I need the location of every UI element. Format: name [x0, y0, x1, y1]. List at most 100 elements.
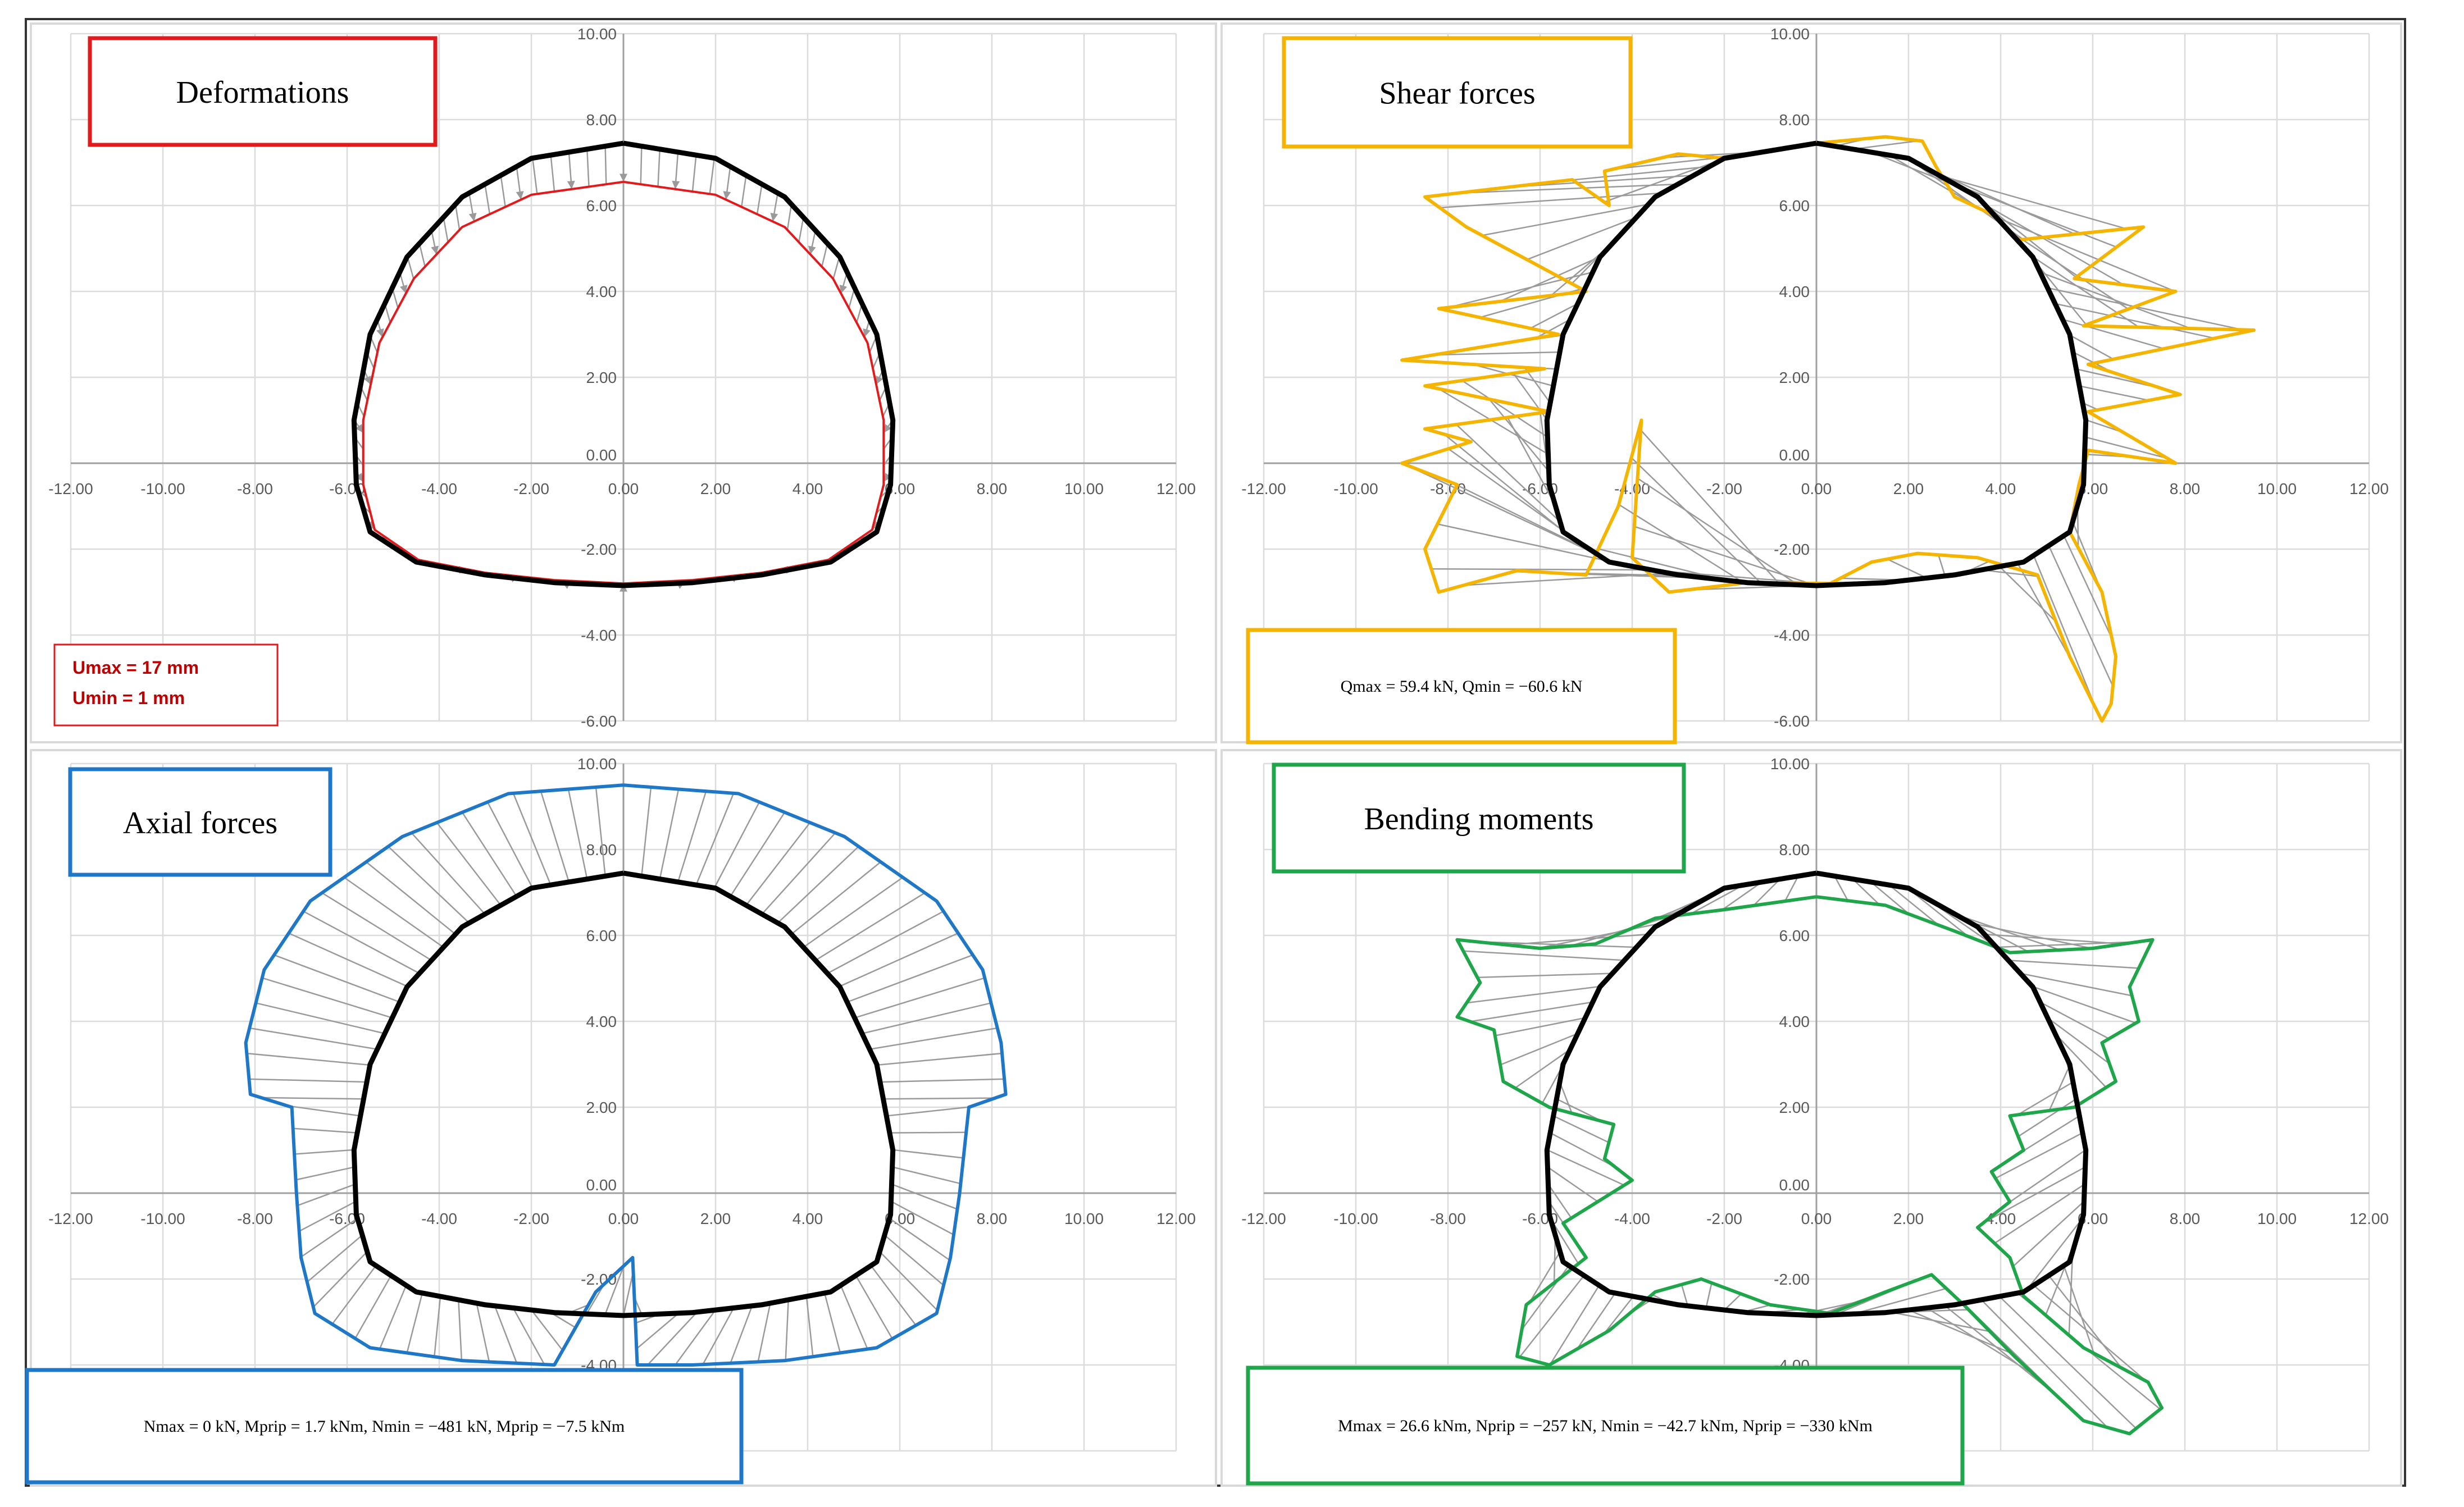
hatch-line — [622, 1271, 634, 1316]
x-tick-label: 10.00 — [2257, 480, 2297, 497]
y-tick-label: 2.00 — [586, 1099, 617, 1116]
hatch-line — [1888, 884, 1939, 926]
x-tick-label: 0.00 — [1801, 480, 1832, 497]
hatch-line — [247, 1052, 370, 1066]
hatch-line — [407, 256, 415, 280]
hatch-line — [500, 175, 506, 207]
hatch-line — [454, 204, 461, 230]
hatch-line — [343, 876, 444, 948]
hatch-line — [840, 1285, 868, 1350]
hatch-line — [1524, 367, 1551, 404]
hatch-line — [1984, 203, 2124, 286]
hatch-line — [730, 812, 786, 897]
hatch-line — [695, 793, 735, 885]
hatch-line — [2032, 255, 2139, 328]
deformation-arrow — [516, 191, 524, 200]
hatch-line — [297, 1183, 356, 1207]
y-tick-label: -2.00 — [581, 541, 617, 558]
y-tick-label: 6.00 — [1779, 197, 1810, 214]
hatch-line — [1753, 878, 1781, 906]
y-tick-label: 6.00 — [586, 927, 617, 944]
hatch-line — [855, 1275, 893, 1340]
hatch-line — [436, 822, 502, 906]
hatch-line — [869, 1027, 998, 1051]
deformation-arrow — [355, 473, 363, 482]
x-tick-label: -10.00 — [1333, 1210, 1378, 1227]
deformation-arrow — [808, 245, 816, 255]
x-tick-label: 12.00 — [1156, 1210, 1196, 1227]
hatch-line — [675, 1309, 716, 1366]
hatch-line — [1995, 1132, 2083, 1179]
title-box — [68, 767, 333, 877]
hatch-line — [741, 175, 747, 207]
hatch-line — [745, 822, 811, 906]
hatch-line — [886, 1106, 970, 1117]
hatch-line — [595, 787, 606, 876]
hatch-line — [321, 892, 432, 961]
x-tick-label: -10.00 — [1333, 480, 1378, 497]
hatch-line — [1482, 203, 1649, 236]
hatch-line — [2017, 1081, 2074, 1116]
lining-curve — [351, 140, 896, 588]
hatch-line — [870, 1265, 917, 1326]
y-tick-label: 8.00 — [1779, 841, 1810, 858]
hatch-line — [891, 1183, 958, 1210]
deformation-arrow — [468, 212, 477, 222]
hatch-line — [1999, 1296, 2137, 1430]
hatch-line — [1618, 504, 1743, 583]
lining-curve — [351, 870, 896, 1318]
hatch-line — [1999, 566, 2057, 623]
hatch-line — [713, 801, 760, 889]
hatch-line — [293, 1127, 358, 1134]
hatch-line — [854, 977, 985, 1019]
hatch-line — [677, 791, 707, 883]
hatch-line — [640, 146, 643, 185]
x-tick-label: 12.00 — [2349, 480, 2389, 497]
x-tick-label: -8.00 — [1430, 480, 1466, 497]
hatch-line — [1463, 950, 1625, 961]
y-tick-label: -2.00 — [1774, 541, 1810, 558]
hatch-line — [312, 1251, 368, 1308]
hatch-line — [461, 812, 517, 897]
hatch-line — [1458, 183, 1678, 194]
hatch-line — [1630, 457, 1762, 584]
y-tick-label: 4.00 — [1779, 1013, 1810, 1030]
hatch-line — [1887, 558, 1927, 579]
hatch-line — [1984, 933, 2123, 945]
hatch-line — [892, 1149, 964, 1159]
y-tick-label: 0.00 — [1779, 1176, 1810, 1194]
y-tick-label: 2.00 — [1779, 1099, 1810, 1116]
deformation-arrow — [620, 173, 627, 182]
x-tick-label: -2.00 — [513, 480, 549, 497]
hatch-line — [730, 1305, 753, 1364]
y-tick-label: 10.00 — [1770, 25, 1810, 43]
x-tick-label: -2.00 — [513, 1210, 549, 1227]
hatch-line — [1514, 1048, 1571, 1089]
x-tick-label: 2.00 — [1893, 480, 1924, 497]
y-tick-label: -2.00 — [1774, 1271, 1810, 1288]
deformation-arrow — [723, 191, 731, 200]
y-tick-label: 6.00 — [586, 197, 617, 214]
hatch-line — [540, 791, 570, 883]
hatch-line — [884, 1234, 944, 1286]
x-tick-label: 4.00 — [1985, 480, 2016, 497]
x-tick-label: 12.00 — [1156, 480, 1196, 497]
hatch-line — [512, 1307, 545, 1365]
hatch-line — [307, 1234, 363, 1283]
hatch-line — [659, 789, 680, 879]
hatch-line — [261, 1097, 364, 1100]
hatch-line — [1477, 972, 1613, 979]
x-tick-label: -2.00 — [1706, 480, 1742, 497]
panel-deformations: -12.00 -10.00 -8.00 -6.00 -4.00 -2.00 0.00 2.00… — [30, 22, 1217, 743]
x-tick-label: -8.00 — [1430, 1210, 1466, 1227]
hatch-line — [1433, 351, 1560, 356]
hatch-line — [2068, 1252, 2074, 1336]
y-tick-label: -6.00 — [1774, 713, 1810, 730]
y-tick-label: 6.00 — [1779, 927, 1810, 944]
hatch-line — [2047, 1017, 2110, 1065]
hatch-line — [2039, 271, 2191, 330]
hatch-line — [1955, 183, 2117, 248]
hatch-line — [512, 793, 552, 885]
hatch-line — [2033, 1285, 2149, 1384]
x-tick-label: -10.00 — [140, 1210, 185, 1227]
